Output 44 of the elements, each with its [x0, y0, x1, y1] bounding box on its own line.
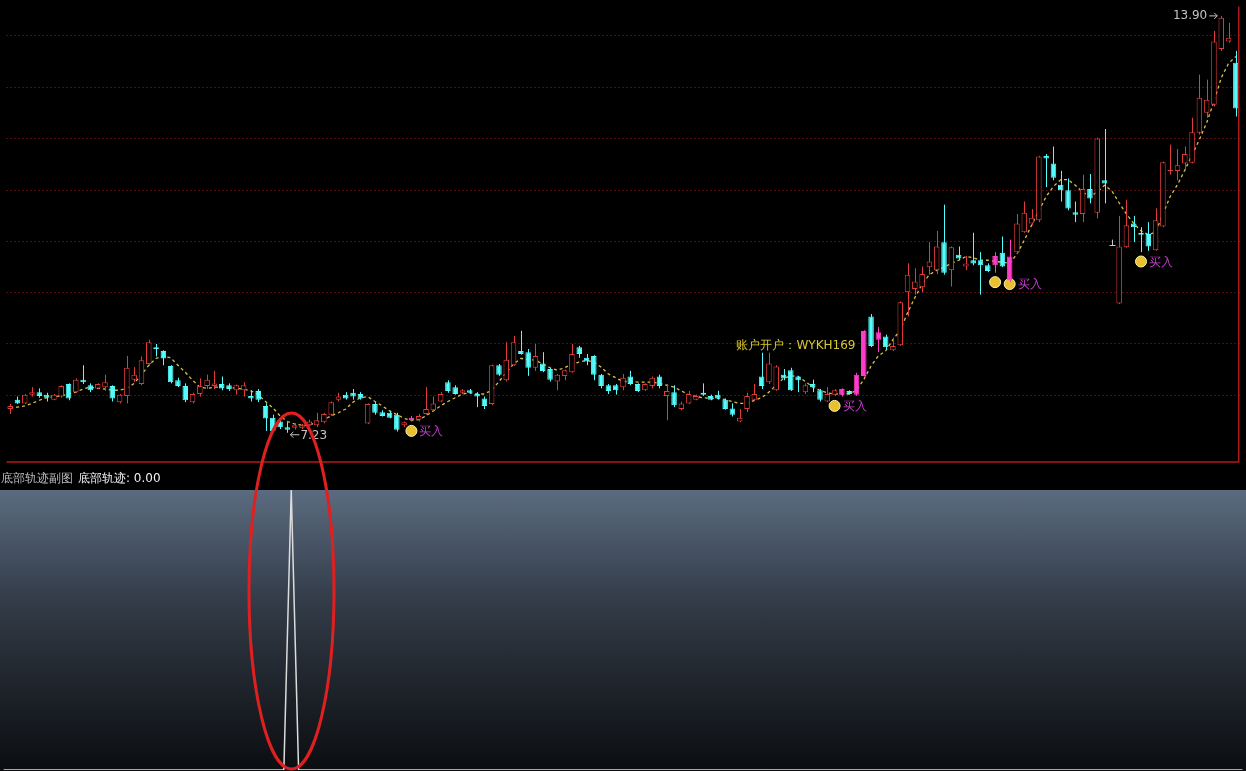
- candlestick: [744, 392, 750, 413]
- candlestick: [992, 251, 998, 274]
- candlestick: [919, 266, 925, 293]
- candlestick: [1065, 177, 1071, 211]
- candlestick: [197, 377, 203, 397]
- candlestick: [1087, 173, 1093, 204]
- candlestick: [211, 370, 218, 390]
- candlestick: [671, 384, 677, 408]
- candlestick: [569, 343, 575, 374]
- chart-subtitle: 底部轨迹: 0.00: [78, 471, 161, 486]
- candlestick: [773, 364, 779, 392]
- point: [405, 424, 418, 437]
- candlestick: [591, 354, 597, 381]
- candlestick: [539, 351, 546, 373]
- candlestick: [1174, 148, 1181, 181]
- candlestick: [518, 330, 524, 356]
- candlestick: [1057, 170, 1064, 202]
- annotation: 13.90: [1172, 8, 1208, 22]
- annotation: 账户开户：WYKH169: [736, 337, 856, 352]
- candlestick: [146, 339, 152, 367]
- candlestick: [664, 383, 670, 421]
- candlestick: [1225, 22, 1232, 44]
- point: [1135, 255, 1148, 268]
- candlestick: [1130, 215, 1137, 243]
- candlestick: [766, 352, 772, 385]
- candlestick: [503, 341, 510, 382]
- candlestick: [970, 232, 976, 266]
- point: [828, 399, 841, 412]
- data-label: 买入: [1149, 254, 1174, 269]
- candlestick: [912, 267, 918, 296]
- data-label: 买入: [419, 424, 444, 438]
- candlestick: [394, 412, 400, 432]
- point: [1003, 278, 1016, 290]
- candlestick: [1182, 146, 1188, 172]
- point: [989, 276, 1002, 289]
- candlestick: [525, 348, 531, 377]
- data-label: 买入: [842, 399, 867, 413]
- candlestick: [182, 382, 189, 403]
- data-label: 买入: [1017, 277, 1042, 292]
- candlestick: [788, 367, 794, 392]
- candlestick: [1072, 201, 1079, 223]
- candlestick: [875, 326, 882, 353]
- candlestick: [423, 386, 429, 416]
- chart-title: 底部轨迹副图: [1, 471, 73, 486]
